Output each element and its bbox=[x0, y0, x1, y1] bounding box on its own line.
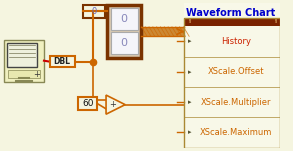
Text: 0: 0 bbox=[121, 14, 128, 24]
Text: +: + bbox=[33, 70, 40, 79]
Bar bbox=[107, 5, 142, 58]
Bar bbox=[111, 8, 138, 30]
Bar bbox=[8, 70, 40, 78]
Text: !I: !I bbox=[187, 19, 192, 24]
Text: DBL: DBL bbox=[54, 57, 71, 66]
Text: 0: 0 bbox=[121, 38, 128, 48]
Bar bbox=[184, 3, 280, 148]
Bar bbox=[184, 18, 280, 148]
Text: XScale.Offset: XScale.Offset bbox=[208, 67, 264, 76]
Text: ▸: ▸ bbox=[188, 129, 192, 135]
Text: ▸: ▸ bbox=[188, 99, 192, 105]
Text: Waveform Chart: Waveform Chart bbox=[186, 8, 275, 18]
Bar bbox=[7, 43, 37, 67]
Polygon shape bbox=[106, 95, 125, 114]
Text: History: History bbox=[221, 37, 251, 46]
Text: +: + bbox=[109, 100, 116, 109]
Text: XScale.Multiplier: XScale.Multiplier bbox=[201, 98, 271, 107]
Text: 0: 0 bbox=[91, 7, 97, 16]
Bar bbox=[50, 56, 74, 67]
Text: 60: 60 bbox=[82, 99, 94, 108]
Text: ▸: ▸ bbox=[188, 69, 192, 75]
Bar bbox=[78, 97, 98, 110]
Bar bbox=[83, 5, 105, 18]
Bar bbox=[184, 18, 280, 26]
Text: ▸: ▸ bbox=[188, 39, 192, 44]
Text: XScale.Maximum: XScale.Maximum bbox=[200, 128, 272, 137]
Bar bbox=[111, 32, 138, 54]
Bar bbox=[4, 40, 44, 82]
Bar bbox=[142, 27, 184, 36]
Text: !I: !I bbox=[272, 19, 277, 24]
